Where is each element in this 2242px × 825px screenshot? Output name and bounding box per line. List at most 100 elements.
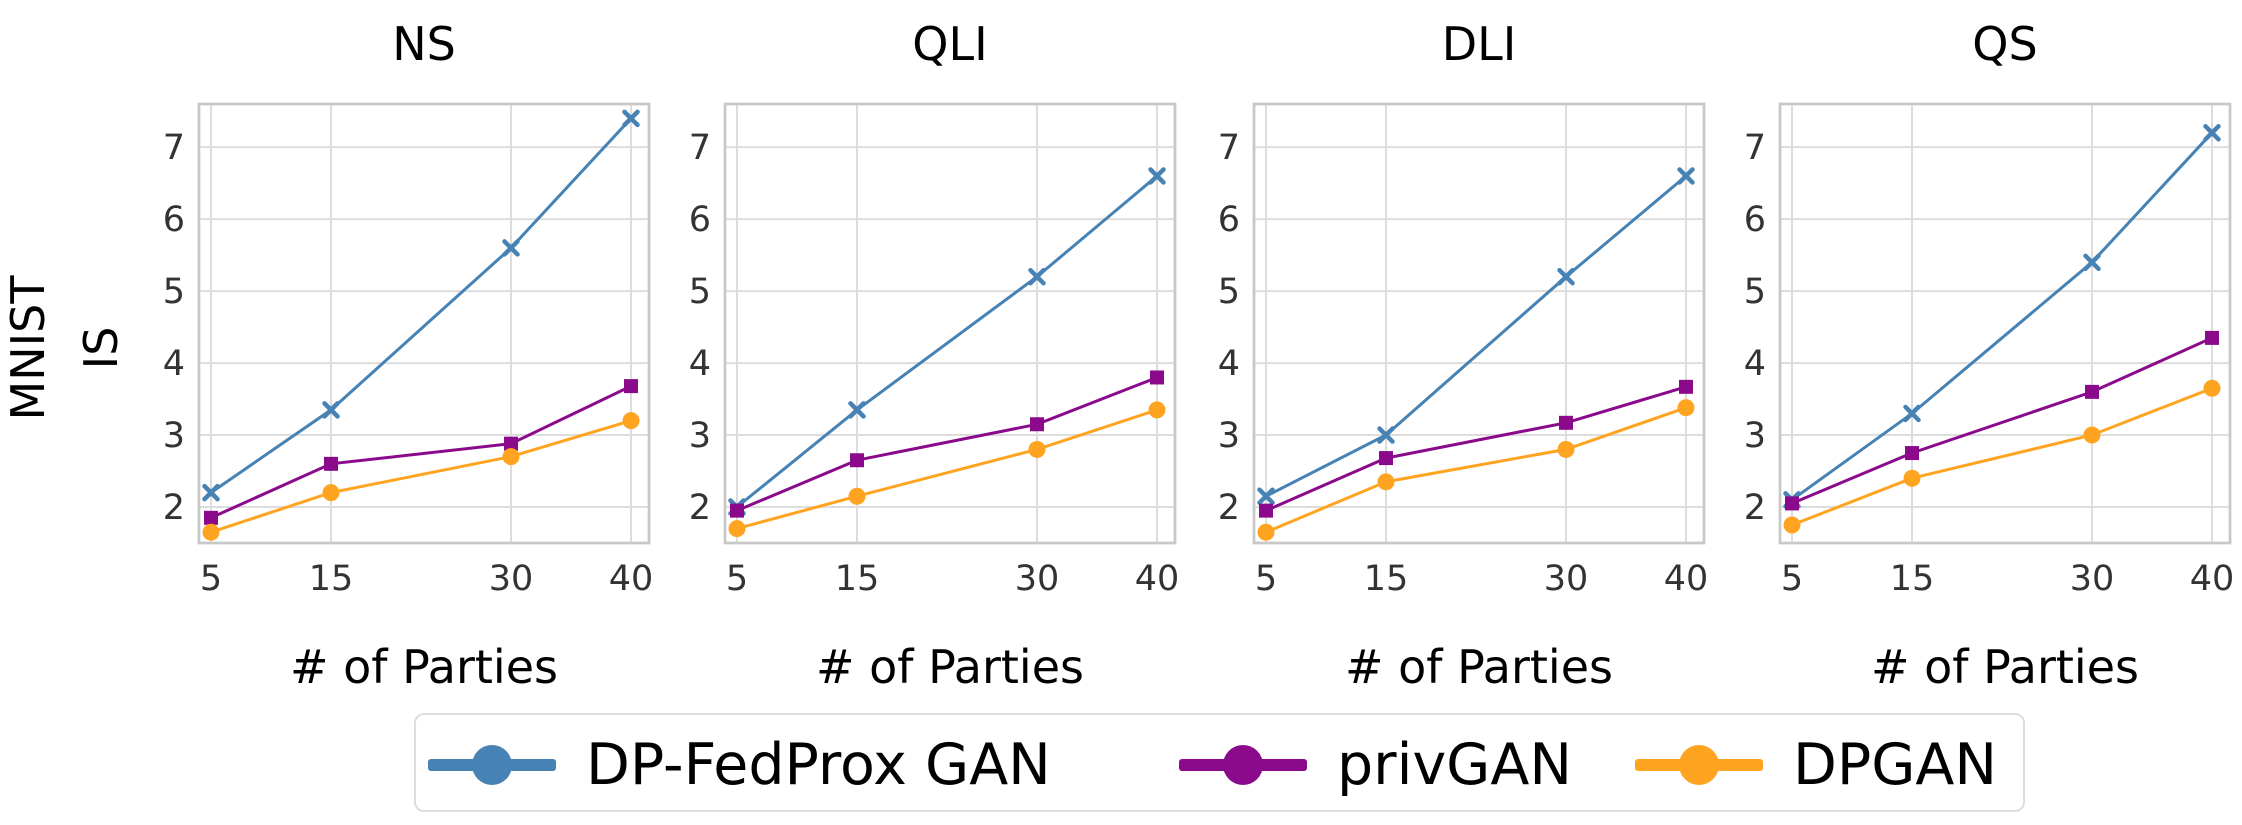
point-dpgan — [728, 520, 746, 538]
point-dp-fedprox-gan — [1903, 404, 1921, 423]
panel-title-qli: QLI — [912, 17, 987, 71]
y-tick-label: 2 — [1218, 488, 1240, 528]
legend-item-privgan: privGAN — [1179, 715, 1572, 814]
plot-area-ns — [197, 102, 651, 545]
series-line-dp-fedprox-gan — [1265, 174, 1687, 498]
plot-area-qli — [723, 102, 1177, 545]
point-privgan — [1559, 415, 1573, 430]
point-privgan — [1905, 446, 1919, 461]
y-tick-label: 6 — [1744, 200, 1766, 240]
x-tick-label: 15 — [835, 559, 880, 599]
point-dpgan — [2203, 379, 2221, 397]
point-dp-fedprox-gan — [2083, 253, 2101, 272]
legend-marker-privgan — [1223, 744, 1263, 785]
point-dp-fedprox-gan — [622, 109, 640, 128]
point-dp-fedprox-gan — [1557, 267, 1575, 286]
point-dpgan — [1377, 473, 1395, 491]
point-privgan — [1679, 379, 1693, 394]
point-privgan — [324, 456, 338, 471]
point-dp-fedprox-gan — [1148, 167, 1166, 185]
plot-border-qli — [723, 102, 1177, 545]
legend-label-privgan: privGAN — [1337, 731, 1572, 798]
point-dpgan — [1677, 399, 1695, 417]
series-line-dpgan — [210, 419, 632, 534]
point-privgan — [624, 379, 638, 394]
point-dpgan — [2083, 426, 2101, 444]
y-tick-label: 3 — [1218, 416, 1240, 456]
y-tick-label: 4 — [689, 344, 711, 384]
point-dpgan — [1783, 516, 1801, 534]
point-dpgan — [1903, 469, 1921, 487]
plot-area-qs — [1778, 102, 2232, 545]
point-dpgan — [622, 412, 640, 430]
y-tick-label: 5 — [689, 272, 711, 312]
series-line-dpgan — [1265, 406, 1687, 534]
point-privgan — [1030, 417, 1044, 432]
point-dp-fedprox-gan — [1377, 426, 1395, 444]
point-dp-fedprox-gan — [502, 239, 520, 257]
series-line-dp-fedprox-gan — [736, 174, 1158, 509]
point-privgan — [1379, 451, 1393, 466]
point-dp-fedprox-gan — [202, 483, 220, 502]
ylabel-line-2: IS — [74, 327, 128, 370]
y-tick-label: 6 — [1218, 200, 1240, 240]
x-tick-label: 30 — [1544, 559, 1589, 599]
series-line-privgan — [210, 384, 632, 520]
legend-item-dpgan: DPGAN — [1635, 715, 1997, 814]
y-tick-label: 4 — [163, 344, 185, 384]
x-tick-label: 30 — [489, 559, 534, 599]
plot-border-qs — [1778, 102, 2232, 545]
point-dp-fedprox-gan — [322, 401, 340, 419]
point-dpgan — [322, 484, 340, 502]
panel-title-qs: QS — [1972, 17, 2037, 71]
y-tick-label: 2 — [689, 488, 711, 528]
plot-border-dli — [1252, 102, 1706, 545]
x-tick-label: 5 — [200, 559, 222, 599]
x-tick-label: 5 — [1781, 559, 1803, 599]
point-dp-fedprox-gan — [1677, 167, 1695, 185]
plot-area-dli — [1252, 102, 1706, 545]
legend-marker-dp-fedprox-gan — [472, 744, 512, 785]
legend-label-dp-fedprox-gan: DP-FedProx GAN — [586, 731, 1051, 798]
series-line-dp-fedprox-gan — [210, 117, 633, 494]
point-dpgan — [502, 448, 520, 466]
point-dp-fedprox-gan — [1028, 267, 1046, 286]
y-tick-label: 3 — [689, 416, 711, 456]
y-tick-label: 3 — [1744, 416, 1766, 456]
panel-qli: 5 15 30 40 2 3 4 5 6 7 QLI # of Parties — [689, 17, 1180, 694]
legend: DP-FedProx GAN privGAN DPGAN — [414, 713, 2025, 812]
point-privgan — [204, 510, 218, 525]
y-tick-label: 7 — [163, 128, 185, 168]
point-privgan — [504, 436, 518, 451]
point-privgan — [730, 503, 744, 518]
plot-border-ns — [197, 102, 651, 545]
x-tick-label: 15 — [309, 559, 354, 599]
legend-swatch-privgan — [1179, 744, 1307, 785]
chart-panels: 5 15 30 40 2 3 4 5 6 7 NS # of Parties 5 15 30 40 2 3 4 5 6 7… — [163, 17, 2235, 694]
legend-item-dp-fedprox-gan: DP-FedProx GAN — [428, 715, 1051, 814]
point-dpgan — [848, 487, 866, 505]
point-dp-fedprox-gan — [1257, 487, 1275, 505]
panel-title-dli: DLI — [1442, 17, 1517, 71]
x-tick-label: 40 — [1135, 559, 1180, 599]
legend-swatch-dp-fedprox-gan — [428, 744, 556, 785]
point-dp-fedprox-gan — [848, 401, 866, 419]
legend-label-dpgan: DPGAN — [1793, 731, 1998, 798]
y-tick-label: 6 — [163, 200, 185, 240]
y-tick-label: 5 — [1218, 272, 1240, 312]
y-tick-label: 5 — [163, 272, 185, 312]
x-tick-label: 5 — [1255, 559, 1277, 599]
x-tick-label: 5 — [726, 559, 748, 599]
panel-ns: 5 15 30 40 2 3 4 5 6 7 NS # of Parties — [163, 17, 654, 694]
point-dpgan — [1028, 440, 1046, 458]
y-tick-label: 7 — [689, 128, 711, 168]
y-tick-label: 7 — [1218, 128, 1240, 168]
point-dpgan — [1257, 523, 1275, 541]
y-tick-label: 4 — [1218, 344, 1240, 384]
x-axis-label-qs: # of Parties — [1871, 640, 2139, 694]
panel-qs: 5 15 30 40 2 3 4 5 6 7 QS # of Parties — [1744, 17, 2235, 694]
series-line-privgan — [1791, 336, 2213, 505]
y-tick-label: 4 — [1744, 344, 1766, 384]
x-tick-label: 40 — [1664, 559, 1709, 599]
